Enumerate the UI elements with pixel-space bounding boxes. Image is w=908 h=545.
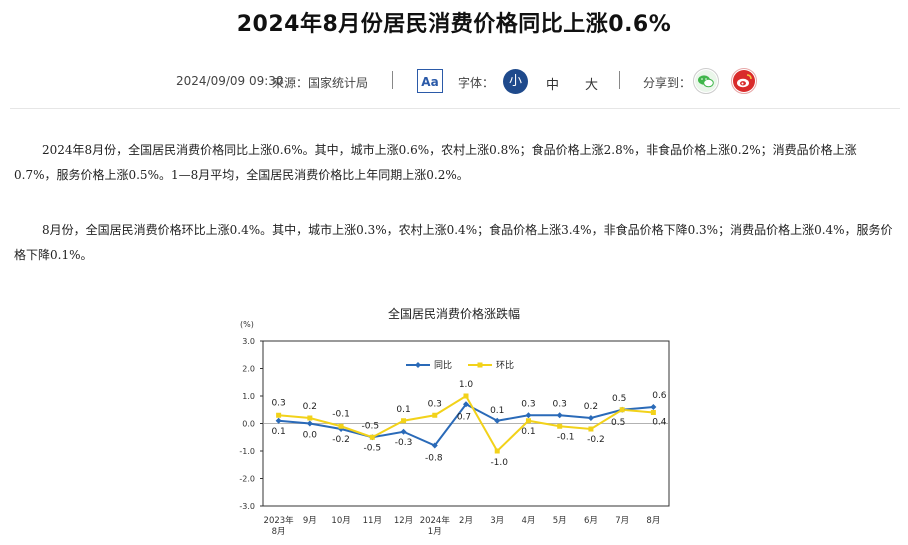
data-point-mom (588, 426, 594, 432)
x-tick-label: 10月 (331, 516, 350, 526)
data-label: 0.1 (490, 406, 504, 416)
x-tick-label: 1月 (428, 527, 442, 537)
data-label: 0.5 (612, 394, 626, 404)
data-label: 0.2 (584, 402, 598, 412)
x-tick-label: 5月 (553, 516, 567, 526)
font-toggle-button[interactable]: Aa (417, 69, 443, 93)
data-label: -0.8 (425, 454, 443, 464)
data-point-mom (463, 393, 469, 399)
data-point-yoy (650, 404, 657, 410)
data-point-mom (494, 448, 500, 454)
x-tick-label: 11月 (363, 516, 382, 526)
data-label: 0.1 (396, 405, 410, 415)
wechat-icon[interactable] (693, 68, 719, 94)
data-label: 0.7 (457, 412, 471, 422)
data-label: -0.1 (557, 432, 575, 442)
data-label: -0.2 (332, 435, 350, 445)
data-point-yoy (494, 417, 501, 424)
data-point-yoy (556, 412, 563, 419)
data-point-yoy (306, 420, 313, 427)
data-label: 0.3 (553, 399, 567, 409)
data-label: 1.0 (459, 380, 474, 390)
data-label: 0.3 (271, 398, 285, 408)
article-title: 2024年8月份居民消费价格同比上涨0.6% (236, 12, 672, 37)
x-tick-label: 2月 (459, 516, 473, 526)
y-tick-label: 0.0 (242, 420, 255, 429)
legend-marker-mom (477, 362, 483, 368)
x-tick-label: 4月 (522, 516, 536, 526)
data-label: -1.0 (490, 458, 508, 468)
data-point-mom (307, 415, 313, 421)
legend-marker-yoy (415, 362, 421, 368)
source-label: 来源：国家统计局 (272, 76, 369, 90)
data-point-yoy (400, 428, 407, 435)
data-label: 0.5 (611, 418, 625, 428)
data-point-mom (276, 412, 282, 418)
x-tick-label: 12月 (394, 516, 413, 526)
legend-label-yoy: 同比 (434, 359, 452, 371)
font-size-medium-button[interactable]: 中 (546, 78, 560, 93)
data-point-mom (401, 418, 407, 424)
meta-divider (619, 71, 620, 89)
article-meta-bar: 2024/09/09 09:30 来源：国家统计局 Aa 字体： 小 中 大 分… (0, 64, 908, 98)
article-paragraph-1: 2024年8月份，全国居民消费价格同比上涨0.6%。其中，城市上涨0.6%，农村… (14, 143, 857, 182)
data-point-yoy (525, 412, 532, 419)
x-tick-label: 9月 (303, 516, 317, 526)
data-label: 0.2 (303, 402, 317, 412)
data-point-mom (338, 423, 344, 429)
meta-divider (392, 71, 393, 89)
x-tick-label: 2023年 (264, 515, 295, 526)
chart-title: 全国居民消费价格涨跌幅 (388, 306, 520, 321)
cpi-chart: 全国居民消费价格涨跌幅 (%) 3.0 2.0 1.0 0.0 -1.0 -2.0 -3.0 20… (228, 300, 680, 541)
data-label: 0.6 (652, 391, 667, 401)
data-label: 0.3 (428, 399, 442, 409)
data-point-mom (369, 434, 375, 440)
data-point-mom (619, 407, 625, 413)
header-divider (10, 108, 900, 109)
y-tick-label: -3.0 (239, 502, 255, 511)
data-point-mom (557, 423, 563, 429)
y-tick-label: -1.0 (239, 447, 255, 456)
x-tick-label: 8月 (646, 516, 660, 526)
data-point-mom (525, 418, 531, 424)
x-tick-label: 8月 (272, 527, 286, 537)
font-size-large-button[interactable]: 大 (585, 78, 599, 93)
font-size-label: 字体： (458, 76, 495, 90)
data-label: -0.2 (587, 435, 605, 445)
article-paragraph-2: 8月份，全国居民消费价格环比上涨0.4%。其中，城市上涨0.3%，农村上涨0.4… (14, 223, 893, 262)
font-size-small-button[interactable]: 小 (503, 69, 528, 94)
data-point-mom (650, 410, 656, 415)
share-label: 分享到： (643, 76, 692, 90)
data-label: -0.5 (362, 421, 380, 431)
x-tick-label: 7月 (615, 516, 629, 526)
data-label: 0.3 (521, 399, 535, 409)
data-label: -0.1 (332, 409, 350, 419)
y-tick-label: 3.0 (242, 337, 255, 346)
x-tick-label: 3月 (490, 516, 504, 526)
data-point-mom (432, 412, 438, 418)
publish-date: 2024/09/09 09:30 (176, 74, 284, 88)
y-tick-label: 2.0 (242, 365, 255, 374)
data-label: 0.4 (652, 418, 667, 428)
data-point-yoy (431, 442, 438, 449)
y-axis-unit: (%) (240, 320, 254, 329)
data-label: 0.1 (271, 427, 285, 437)
y-tick-label: -2.0 (239, 475, 255, 484)
y-tick-label: 1.0 (242, 392, 255, 401)
legend-label-mom: 环比 (496, 359, 514, 371)
cpi-chart-svg: 全国居民消费价格涨跌幅 (%) 3.0 2.0 1.0 0.0 -1.0 -2.0 -3.0 20… (239, 306, 670, 537)
data-label: 0.0 (303, 431, 318, 441)
x-tick-label: 2024年 (420, 515, 451, 526)
data-label: -0.3 (395, 438, 413, 448)
data-point-yoy (587, 415, 594, 421)
data-point-yoy (275, 417, 282, 424)
data-label: 0.1 (521, 427, 535, 437)
x-tick-label: 6月 (584, 516, 598, 526)
data-point-yoy (463, 401, 469, 408)
data-label: -0.5 (364, 443, 382, 453)
weibo-icon[interactable] (731, 68, 757, 94)
